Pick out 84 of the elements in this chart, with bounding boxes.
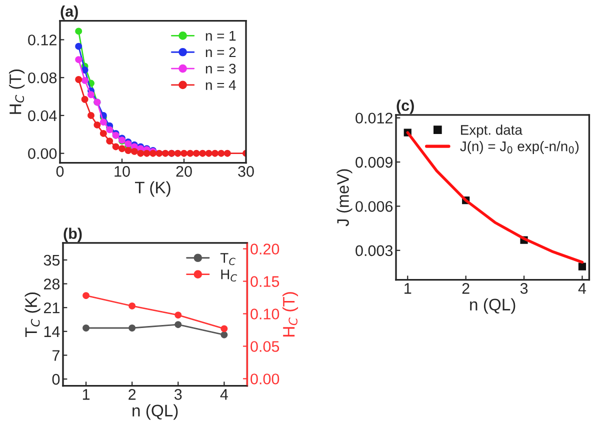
x-tick-label: 2 [462, 283, 470, 294]
point [128, 302, 136, 310]
point [174, 150, 182, 157]
y-tick-label: 0.009 [356, 156, 392, 168]
legend-label: J(n) = J$_{0}$ exp(-n/n$_{0}$) [460, 141, 579, 154]
x-tick-label: 1 [404, 283, 412, 294]
x-tick-label: 10 [114, 166, 130, 177]
y2-tick-label: 0.15 [250, 276, 280, 287]
point [578, 262, 586, 270]
x-axis-title: n (QL) [470, 298, 516, 314]
point [75, 42, 82, 50]
y-tick-label: 28 [44, 278, 60, 290]
y2-axis-title: H$_{C}$ (T) [282, 292, 298, 336]
y2-tick-label: 0.05 [250, 341, 280, 352]
point [128, 324, 136, 332]
point [75, 28, 82, 35]
y-axis-title: J (meV) [336, 169, 352, 226]
point [94, 121, 101, 128]
chart-title: (c) [396, 100, 414, 114]
point [192, 150, 200, 157]
x-tick-label: 2 [128, 389, 136, 400]
point [88, 112, 94, 119]
y-axis-title: T$_{C}$ (K) [24, 292, 40, 337]
y2-tick-label: 0.00 [250, 374, 280, 384]
point [124, 147, 132, 154]
y-tick-label: 0.006 [356, 201, 393, 212]
chart-title: (a) [60, 6, 78, 20]
y-tick-label: 35 [44, 254, 60, 266]
point [180, 150, 188, 157]
point [75, 56, 82, 64]
point [220, 331, 228, 338]
y-tick-label: 7 [52, 350, 60, 361]
point [100, 130, 107, 137]
x-axis-title: n (QL) [132, 404, 178, 420]
legend-label: Expt. data [461, 124, 522, 138]
legend-label: H$_{C}$ [221, 270, 238, 282]
y-tick-label: 21 [44, 302, 60, 314]
point [88, 91, 94, 98]
point [174, 312, 182, 319]
x-tick-label: 30 [238, 166, 254, 177]
point [174, 321, 182, 328]
x-tick-label: 20 [176, 166, 192, 177]
point [81, 96, 88, 103]
x-tick-label: 3 [520, 283, 528, 294]
point [199, 150, 206, 157]
y-tick-label: 0 [52, 374, 60, 385]
point [75, 76, 82, 83]
point [224, 150, 231, 157]
point [82, 324, 90, 332]
point [220, 325, 228, 332]
point [100, 118, 107, 126]
y-tick-label: 0.12 [28, 34, 56, 46]
legend-label: n = 4 [206, 80, 236, 90]
x-tick-label: 4 [578, 283, 586, 294]
x-tick-label: 1 [82, 389, 90, 400]
y-tick-label: 14 [44, 326, 60, 337]
y-tick-label: 0.00 [28, 148, 57, 160]
point [82, 292, 90, 300]
x-tick-label: 3 [174, 389, 182, 400]
point [205, 150, 212, 157]
y-tick-label: 0.08 [28, 72, 57, 84]
point [156, 150, 163, 157]
chart-title: (b) [64, 228, 82, 242]
point [186, 150, 194, 157]
point [118, 145, 126, 152]
y-axis-title: H$_{C}$ (T) [9, 70, 25, 114]
legend-label: n = 1 [206, 31, 236, 41]
y2-tick-label: 0.10 [250, 308, 280, 320]
point [81, 76, 88, 84]
legend-label: T$_{C}$ [220, 253, 236, 266]
point [218, 150, 225, 157]
x-tick-label: 4 [220, 389, 228, 400]
legend-label: n = 3 [206, 64, 236, 74]
point [143, 150, 150, 157]
legend-label: n = 2 [206, 47, 236, 57]
y2-tick-label: 0.20 [250, 244, 280, 254]
point [162, 150, 169, 157]
point [112, 143, 120, 150]
y-tick-label: 0.003 [356, 245, 393, 256]
point [212, 150, 218, 157]
point [106, 138, 114, 145]
y-tick-label: 0.04 [28, 110, 57, 122]
y-tick-label: 0.012 [356, 112, 392, 124]
x-axis-title: T (K) [135, 181, 170, 197]
